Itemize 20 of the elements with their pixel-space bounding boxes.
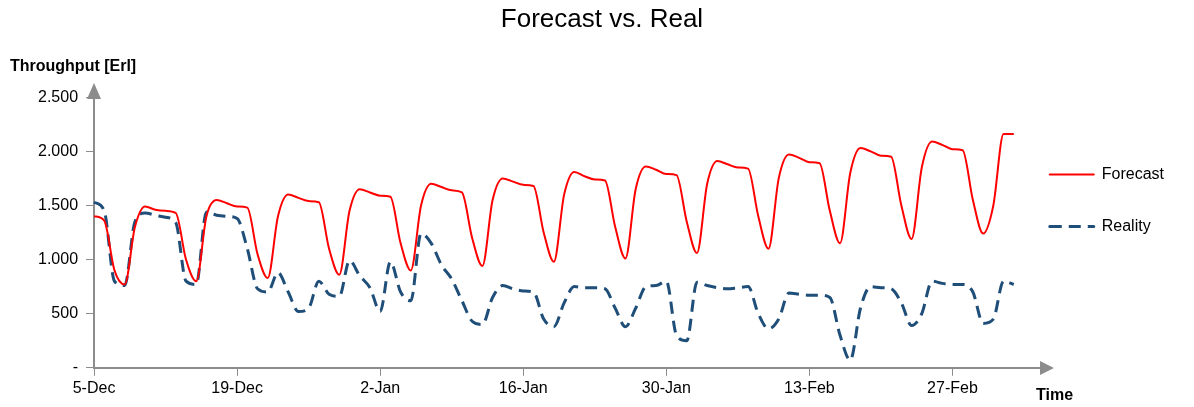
line-series bbox=[92, 200, 1016, 362]
y-tick-label: 2.500 bbox=[37, 87, 79, 105]
chart-title: Forecast vs. Real bbox=[500, 2, 704, 33]
y-tick-label: 1.000 bbox=[37, 249, 79, 267]
x-axis-title: Time bbox=[1036, 386, 1074, 404]
y-tick-label: - bbox=[72, 358, 79, 376]
x-tick-label: 5-Dec bbox=[72, 378, 116, 396]
x-tick-label: 16-Jan bbox=[498, 378, 548, 396]
x-tick-label: 2-Jan bbox=[360, 378, 401, 396]
x-tick-label: 13-Feb bbox=[784, 378, 835, 396]
y-tick-label: 500 bbox=[51, 304, 79, 322]
y-tick-label: 2.000 bbox=[37, 141, 79, 159]
legend-label: Reality bbox=[1101, 216, 1151, 234]
y-tick-label: 1.500 bbox=[37, 195, 79, 213]
x-tick-label: 19-Dec bbox=[211, 378, 263, 396]
x-tick-label: 27-Feb bbox=[927, 378, 978, 396]
line-series bbox=[93, 133, 1015, 286]
x-tick-label: 30-Jan bbox=[641, 378, 691, 396]
y-axis-title: Throughput [Erl] bbox=[10, 57, 137, 75]
legend-label: Forecast bbox=[1101, 164, 1165, 182]
